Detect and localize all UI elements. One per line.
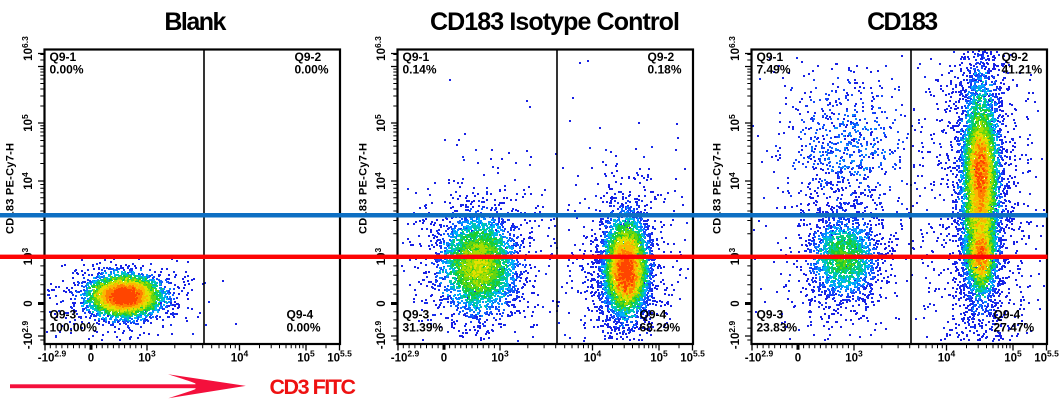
svg-text:Q9-427.47%: Q9-4 27.47% <box>994 308 1035 335</box>
svg-text:105: 105 <box>727 114 742 132</box>
svg-text:-102.9: -102.9 <box>727 321 742 350</box>
svg-text:-102.9: -102.9 <box>373 321 388 350</box>
svg-text:105.5: 105.5 <box>327 349 352 365</box>
svg-text:105: 105 <box>373 114 388 132</box>
svg-text:0: 0 <box>88 353 94 365</box>
svg-text:104: 104 <box>373 172 388 190</box>
svg-text:0: 0 <box>376 300 388 306</box>
svg-text:104: 104 <box>20 172 35 190</box>
svg-text:104: 104 <box>938 349 956 365</box>
svg-text:Blank: Blank <box>164 8 226 36</box>
svg-text:106.3: 106.3 <box>373 36 388 61</box>
svg-text:Q9-17.49%: Q9-1 7.49% <box>757 50 791 77</box>
svg-text:105: 105 <box>20 114 35 132</box>
svg-text:Q9-10.14%: Q9-1 0.14% <box>403 50 437 77</box>
svg-text:-102.9: -102.9 <box>20 321 35 350</box>
svg-text:105.5: 105.5 <box>1034 349 1059 365</box>
svg-text:Q9-241.21%: Q9-2 41.21% <box>1002 50 1043 77</box>
svg-text:-102.9: -102.9 <box>391 349 420 365</box>
svg-text:CD3 FITC: CD3 FITC <box>270 375 357 399</box>
svg-text:-102.9: -102.9 <box>38 349 67 365</box>
svg-text:CD183: CD183 <box>867 8 938 36</box>
svg-text:104: 104 <box>727 172 742 190</box>
svg-text:0: 0 <box>23 300 35 306</box>
svg-text:Q9-323.83%: Q9-3 23.83% <box>757 308 798 335</box>
svg-text:105.5: 105.5 <box>680 349 705 365</box>
svg-text:105: 105 <box>297 349 315 365</box>
svg-text:104: 104 <box>231 349 249 365</box>
svg-text:104: 104 <box>584 349 602 365</box>
svg-text:Q9-20.00%: Q9-2 0.00% <box>295 50 329 77</box>
svg-text:105: 105 <box>650 349 668 365</box>
svg-text:CD183 PE-Cy7-H: CD183 PE-Cy7-H <box>712 143 724 234</box>
svg-text:Q9-468.29%: Q9-4 68.29% <box>640 308 681 335</box>
svg-text:105: 105 <box>1004 349 1022 365</box>
svg-text:CD183 PE-Cy7-H: CD183 PE-Cy7-H <box>358 143 370 234</box>
svg-text:Q9-331.39%: Q9-3 31.39% <box>403 308 444 335</box>
svg-text:103: 103 <box>138 349 156 365</box>
svg-text:103: 103 <box>491 349 509 365</box>
svg-text:Q9-20.18%: Q9-2 0.18% <box>648 50 682 77</box>
svg-text:106.3: 106.3 <box>20 36 35 61</box>
svg-text:106.3: 106.3 <box>727 36 742 61</box>
svg-text:Q9-40.00%: Q9-4 0.00% <box>287 308 321 335</box>
svg-text:103: 103 <box>845 349 863 365</box>
svg-text:0: 0 <box>730 300 742 306</box>
svg-text:CD183 Isotype Control: CD183 Isotype Control <box>430 8 680 36</box>
svg-text:CD183 PE-Cy7-H: CD183 PE-Cy7-H <box>5 143 17 234</box>
svg-text:0: 0 <box>795 353 801 365</box>
svg-text:-102.9: -102.9 <box>745 349 774 365</box>
svg-text:0: 0 <box>441 353 447 365</box>
svg-text:Q9-10.00%: Q9-1 0.00% <box>50 50 84 77</box>
